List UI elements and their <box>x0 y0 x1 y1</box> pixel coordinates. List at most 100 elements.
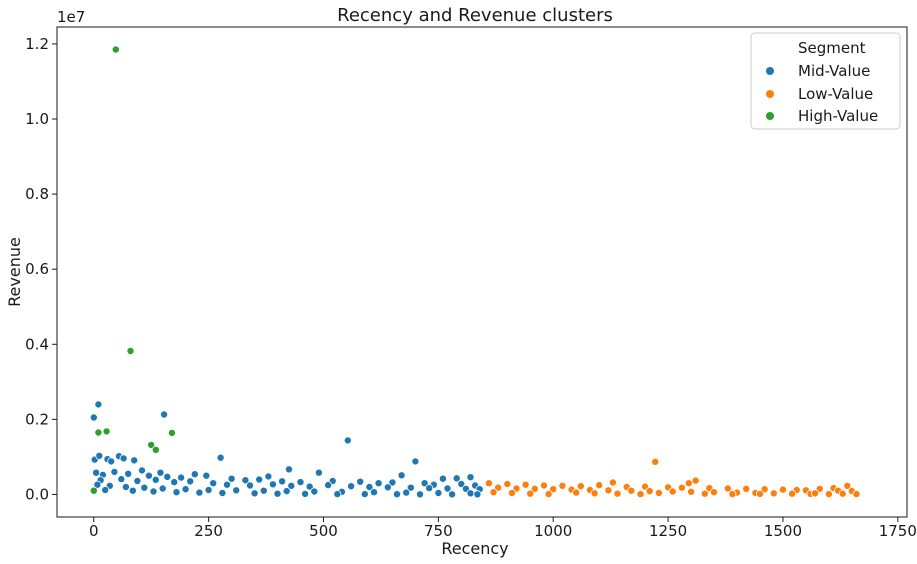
data-point-high-value <box>102 427 111 436</box>
y-axis-offset-text: 1e7 <box>57 8 85 26</box>
data-point-low-value <box>507 488 516 497</box>
y-tick-label: 1.0 <box>25 110 49 128</box>
x-axis-label: Recency <box>441 539 508 558</box>
data-point-mid-value <box>216 453 225 462</box>
data-point-mid-value <box>218 488 227 497</box>
data-point-mid-value <box>333 490 342 499</box>
data-point-low-value <box>838 489 847 498</box>
data-point-low-value <box>636 490 645 499</box>
data-point-mid-value <box>383 483 392 492</box>
data-point-high-value <box>167 428 176 437</box>
data-point-mid-value <box>365 482 374 491</box>
y-tick-label: 0.8 <box>25 185 49 203</box>
data-point-mid-value <box>388 478 397 487</box>
data-point-low-value <box>651 457 660 466</box>
data-point-mid-value <box>420 479 429 488</box>
legend-label-mid-value: Mid-Value <box>798 62 870 80</box>
data-point-mid-value <box>130 456 139 465</box>
x-tick-label: 1750 <box>879 522 917 540</box>
data-point-mid-value <box>195 488 204 497</box>
data-point-mid-value <box>89 413 98 422</box>
data-point-mid-value <box>255 475 264 484</box>
data-point-low-value <box>558 481 567 490</box>
data-point-low-value <box>687 487 696 496</box>
data-point-low-value <box>590 489 599 498</box>
axes-layer: 0 250 500 750 1000 1250 1500 1750 0.0 0.2 0.4 0.6 0.… <box>25 26 917 540</box>
data-point-mid-value <box>158 484 167 493</box>
data-point-mid-value <box>204 485 213 494</box>
data-point-mid-value <box>314 468 323 477</box>
data-point-mid-value <box>406 483 415 492</box>
data-point-mid-value <box>301 489 310 498</box>
data-point-low-value <box>824 490 833 499</box>
data-point-low-value <box>503 479 512 488</box>
data-point-low-value <box>526 489 535 498</box>
y-axis-label: Revenue <box>5 237 24 307</box>
data-point-mid-value <box>296 478 305 487</box>
data-point-mid-value <box>347 482 356 491</box>
data-point-mid-value <box>305 482 314 491</box>
data-point-low-value <box>576 482 585 491</box>
data-point-low-value <box>756 489 765 498</box>
data-point-mid-value <box>245 481 254 490</box>
data-point-low-value <box>843 481 852 490</box>
legend-label-low-value: Low-Value <box>798 85 873 103</box>
data-point-mid-value <box>190 470 199 479</box>
data-point-low-value <box>778 485 787 494</box>
data-point-low-value <box>769 489 778 498</box>
data-point-mid-value <box>282 487 291 496</box>
data-point-low-value <box>549 485 558 494</box>
data-point-mid-value <box>466 489 475 498</box>
data-point-mid-value <box>137 466 146 475</box>
data-point-low-value <box>572 488 581 497</box>
data-point-mid-value <box>360 490 369 499</box>
data-point-low-value <box>521 480 530 489</box>
legend-box <box>750 32 901 130</box>
data-point-mid-value <box>392 490 401 499</box>
data-point-mid-value <box>101 485 110 494</box>
data-point-mid-value <box>452 474 461 483</box>
data-point-mid-value <box>144 471 153 480</box>
data-point-low-value <box>723 484 732 493</box>
chart-title: Recency and Revenue clusters <box>337 5 613 26</box>
data-point-mid-value <box>250 489 259 498</box>
data-point-mid-value <box>411 457 420 466</box>
data-point-mid-value <box>177 473 186 482</box>
legend-marker-mid-value <box>766 67 774 75</box>
data-point-mid-value <box>172 488 181 497</box>
data-point-mid-value <box>241 476 250 485</box>
data-point-mid-value <box>156 468 165 477</box>
data-point-low-value <box>645 487 654 496</box>
data-point-mid-value <box>415 490 424 499</box>
x-tick-label: 1000 <box>534 522 572 540</box>
data-point-mid-value <box>128 486 137 495</box>
x-tick-label: 500 <box>309 522 338 540</box>
x-tick-label: 750 <box>424 522 453 540</box>
legend-title: Segment <box>798 39 866 57</box>
data-point-mid-value <box>438 474 447 483</box>
data-point-mid-value <box>287 481 296 490</box>
data-point-mid-value <box>343 436 352 445</box>
data-point-mid-value <box>186 477 195 486</box>
data-point-mid-value <box>163 472 172 481</box>
data-point-mid-value <box>227 474 236 483</box>
data-point-mid-value <box>273 489 282 498</box>
data-point-low-value <box>760 485 769 494</box>
data-point-high-value <box>151 445 160 454</box>
legend-marker-high-value <box>766 112 774 120</box>
data-point-mid-value <box>259 486 268 495</box>
data-point-low-value <box>608 478 617 487</box>
data-point-mid-value <box>457 479 466 488</box>
data-point-mid-value <box>119 454 128 463</box>
data-point-mid-value <box>284 465 293 474</box>
data-point-low-value <box>530 484 539 493</box>
data-point-mid-value <box>264 472 273 481</box>
data-point-mid-value <box>209 479 218 488</box>
data-point-mid-value <box>181 485 190 494</box>
data-point-mid-value <box>124 469 133 478</box>
data-point-mid-value <box>397 471 406 480</box>
data-point-low-value <box>668 487 677 496</box>
data-point-low-value <box>700 489 709 498</box>
data-point-high-value <box>89 486 98 495</box>
